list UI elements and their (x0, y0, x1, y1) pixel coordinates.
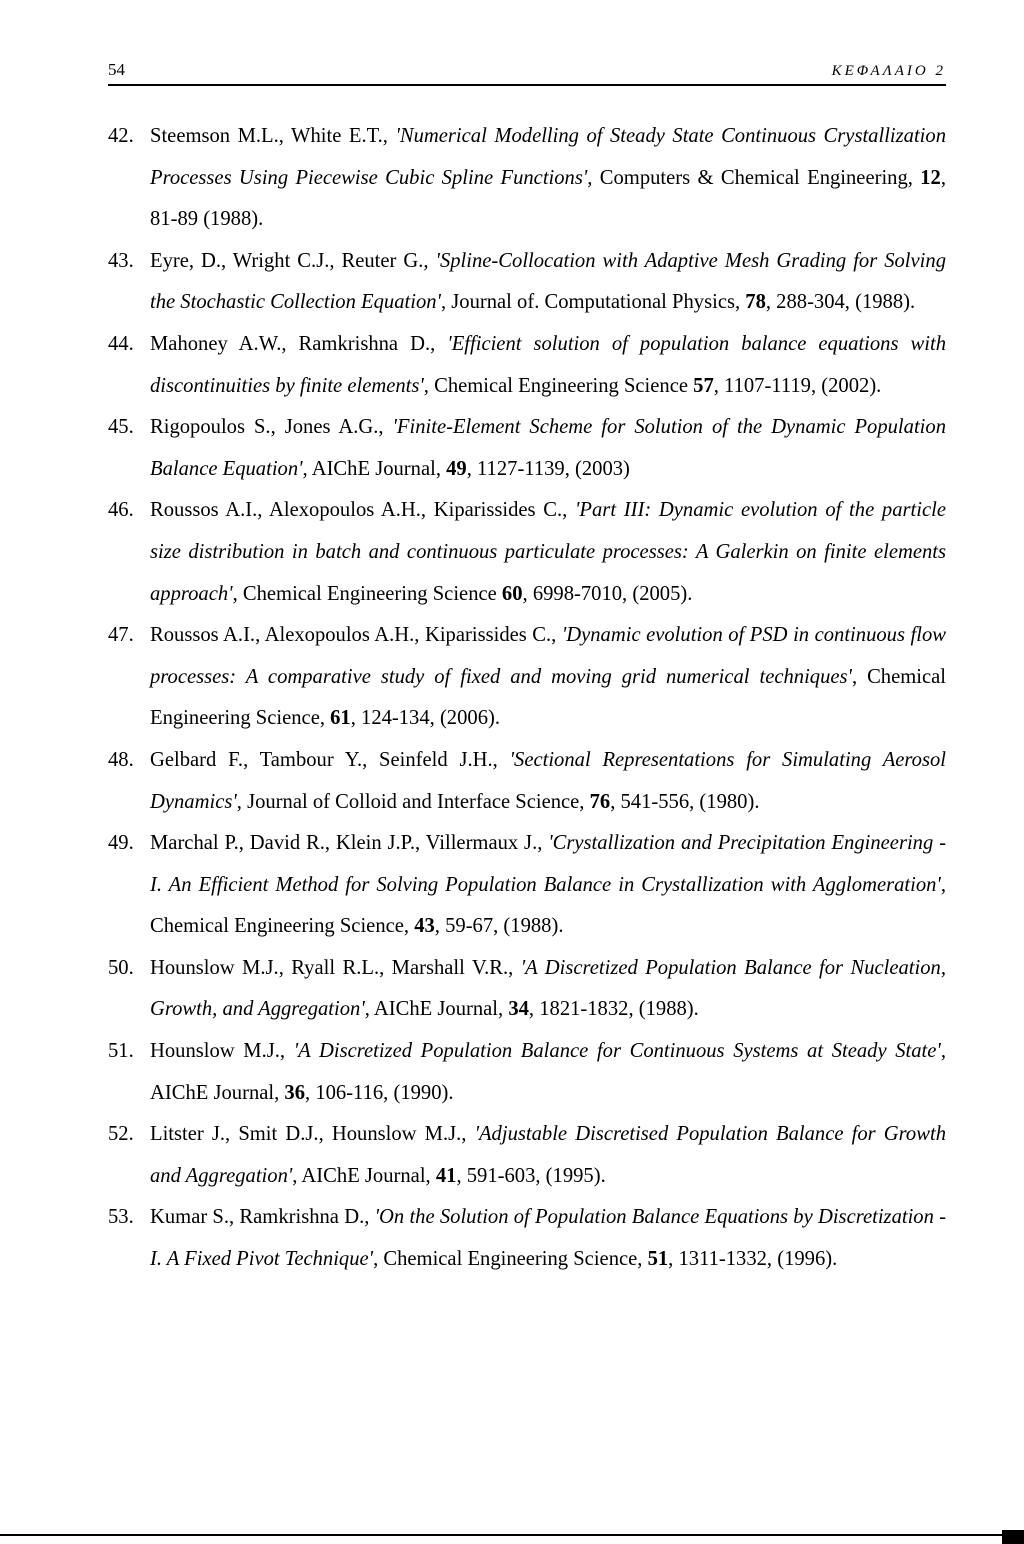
reference-item: 46.Roussos A.I., Alexopoulos A.H., Kipar… (108, 490, 946, 615)
page-header: 54 ΚΕΦΑΛΑΙΟ 2 (108, 60, 946, 82)
reference-number: 52. (108, 1114, 150, 1197)
reference-pages-year: , 591-603, (1995). (456, 1165, 605, 1187)
reference-source: , AIChE Journal, (292, 1165, 436, 1187)
reference-number: 51. (108, 1031, 150, 1114)
reference-body: Marchal P., David R., Klein J.P., Viller… (150, 823, 946, 948)
reference-authors: Kumar S., Ramkrishna D., (150, 1206, 375, 1228)
reference-body: Steemson M.L., White E.T., 'Numerical Mo… (150, 116, 946, 241)
reference-number: 46. (108, 490, 150, 615)
reference-authors: Roussos A.I., Alexopoulos A.H., Kipariss… (150, 499, 575, 521)
reference-item: 45.Rigopoulos S., Jones A.G., 'Finite-El… (108, 407, 946, 490)
reference-source: , Chemical Engineering Science, (373, 1248, 648, 1270)
reference-pages-year: , 1127-1139, (2003) (467, 458, 630, 480)
reference-source: , Journal of. Computational Physics, (441, 291, 745, 313)
reference-number: 49. (108, 823, 150, 948)
reference-volume: 36 (284, 1082, 305, 1104)
reference-volume: 78 (745, 291, 766, 313)
reference-volume: 12 (920, 167, 941, 189)
chapter-label: ΚΕΦΑΛΑΙΟ 2 (832, 63, 946, 80)
page-number: 54 (108, 60, 125, 80)
reference-volume: 41 (436, 1165, 457, 1187)
reference-number: 42. (108, 116, 150, 241)
reference-authors: Roussos A.I., Alexopoulos A.H., Kipariss… (150, 624, 562, 646)
reference-authors: Hounslow M.J., (150, 1040, 294, 1062)
reference-number: 45. (108, 407, 150, 490)
reference-number: 48. (108, 740, 150, 823)
reference-body: Hounslow M.J., Ryall R.L., Marshall V.R.… (150, 948, 946, 1031)
reference-authors: Steemson M.L., White E.T., (150, 125, 395, 147)
reference-volume: 57 (693, 375, 714, 397)
reference-number: 43. (108, 241, 150, 324)
reference-authors: Marchal P., David R., Klein J.P., Viller… (150, 832, 548, 854)
reference-authors: Mahoney A.W., Ramkrishna D., (150, 333, 447, 355)
reference-number: 53. (108, 1197, 150, 1280)
header-rule (108, 84, 946, 86)
reference-list: 42.Steemson M.L., White E.T., 'Numerical… (108, 116, 946, 1281)
reference-pages-year: , 124-134, (2006). (351, 707, 500, 729)
reference-source: , AIChE Journal, (303, 458, 447, 480)
reference-pages-year: , 1107-1119, (2002). (714, 375, 882, 397)
reference-body: Litster J., Smit D.J., Hounslow M.J., 'A… (150, 1114, 946, 1197)
reference-pages-year: , 541-556, (1980). (610, 791, 759, 813)
reference-item: 43.Eyre, D., Wright C.J., Reuter G., 'Sp… (108, 241, 946, 324)
reference-body: Hounslow M.J., 'A Discretized Population… (150, 1031, 946, 1114)
reference-volume: 43 (414, 915, 435, 937)
reference-volume: 51 (648, 1248, 669, 1270)
corner-mark (1002, 1530, 1024, 1544)
reference-item: 52.Litster J., Smit D.J., Hounslow M.J.,… (108, 1114, 946, 1197)
reference-pages-year: , 6998-7010, (2005). (523, 583, 693, 605)
reference-volume: 34 (508, 998, 529, 1020)
reference-body: Roussos A.I., Alexopoulos A.H., Kipariss… (150, 490, 946, 615)
reference-number: 50. (108, 948, 150, 1031)
reference-item: 44.Mahoney A.W., Ramkrishna D., 'Efficie… (108, 324, 946, 407)
reference-number: 44. (108, 324, 150, 407)
reference-authors: Gelbard F., Tambour Y., Seinfeld J.H., (150, 749, 510, 771)
reference-source: , AIChE Journal, (365, 998, 509, 1020)
reference-item: 49.Marchal P., David R., Klein J.P., Vil… (108, 823, 946, 948)
reference-title: 'A Discretized Population Balance for Co… (294, 1040, 941, 1062)
reference-authors: Rigopoulos S., Jones A.G., (150, 416, 393, 438)
reference-pages-year: , 59-67, (1988). (435, 915, 564, 937)
reference-body: Mahoney A.W., Ramkrishna D., 'Efficient … (150, 324, 946, 407)
reference-item: 42.Steemson M.L., White E.T., 'Numerical… (108, 116, 946, 241)
reference-pages-year: , 1821-1832, (1988). (529, 998, 699, 1020)
reference-volume: 76 (590, 791, 611, 813)
reference-item: 50.Hounslow M.J., Ryall R.L., Marshall V… (108, 948, 946, 1031)
page: 54 ΚΕΦΑΛΑΙΟ 2 42.Steemson M.L., White E.… (0, 0, 1024, 1544)
reference-volume: 61 (330, 707, 351, 729)
reference-body: Eyre, D., Wright C.J., Reuter G., 'Splin… (150, 241, 946, 324)
reference-body: Roussos A.I., Alexopoulos A.H., Kipariss… (150, 615, 946, 740)
reference-item: 51.Hounslow M.J., 'A Discretized Populat… (108, 1031, 946, 1114)
reference-item: 53.Kumar S., Ramkrishna D., 'On the Solu… (108, 1197, 946, 1280)
reference-authors: Eyre, D., Wright C.J., Reuter G., (150, 250, 436, 272)
reference-source: , Journal of Colloid and Interface Scien… (237, 791, 590, 813)
reference-pages-year: , 106-116, (1990). (305, 1082, 454, 1104)
reference-authors: Litster J., Smit D.J., Hounslow M.J., (150, 1123, 475, 1145)
reference-source: , Chemical Engineering Science (233, 583, 502, 605)
reference-pages-year: , 288-304, (1988). (766, 291, 915, 313)
reference-body: Kumar S., Ramkrishna D., 'On the Solutio… (150, 1197, 946, 1280)
reference-volume: 60 (502, 583, 523, 605)
reference-number: 47. (108, 615, 150, 740)
reference-item: 48.Gelbard F., Tambour Y., Seinfeld J.H.… (108, 740, 946, 823)
reference-authors: Hounslow M.J., Ryall R.L., Marshall V.R.… (150, 957, 521, 979)
reference-item: 47.Roussos A.I., Alexopoulos A.H., Kipar… (108, 615, 946, 740)
reference-volume: 49 (446, 458, 467, 480)
bottom-rule (0, 1534, 1024, 1536)
reference-source: , Chemical Engineering Science (424, 375, 693, 397)
reference-body: Gelbard F., Tambour Y., Seinfeld J.H., '… (150, 740, 946, 823)
reference-body: Rigopoulos S., Jones A.G., 'Finite-Eleme… (150, 407, 946, 490)
reference-source: , Computers & Chemical Engineering, (587, 167, 920, 189)
reference-pages-year: , 1311-1332, (1996). (668, 1248, 837, 1270)
